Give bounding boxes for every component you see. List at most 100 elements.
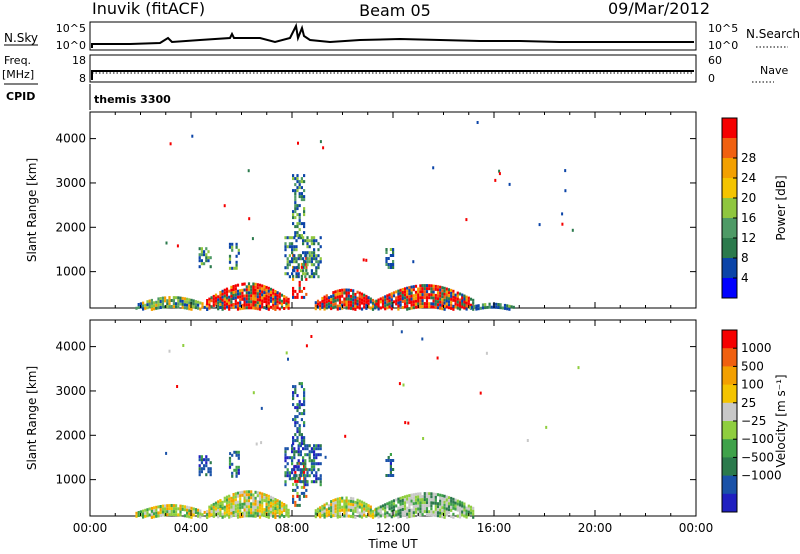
data-cell — [365, 303, 368, 307]
data-cell — [221, 512, 224, 516]
data-cell — [319, 257, 322, 261]
data-cell — [168, 504, 171, 508]
data-cell — [235, 266, 238, 270]
data-cell — [256, 301, 259, 305]
data-cell — [332, 303, 335, 307]
data-cell — [207, 259, 210, 263]
data-cell — [463, 294, 466, 298]
data-cell — [321, 305, 324, 309]
data-cell — [155, 514, 158, 518]
y-tick-label: 4000 — [55, 132, 86, 146]
data-cell — [212, 294, 215, 298]
data-cell — [207, 250, 210, 254]
data-cell — [354, 307, 357, 311]
data-cell — [236, 301, 240, 305]
data-cell — [288, 245, 291, 249]
data-cell — [291, 471, 294, 475]
data-cell — [385, 474, 388, 477]
data-cell — [304, 477, 307, 481]
data-cell — [292, 265, 295, 269]
data-cell — [389, 471, 392, 474]
data-cell — [214, 501, 218, 505]
data-cell — [188, 301, 191, 305]
data-cell — [292, 295, 295, 299]
data-cell — [284, 474, 287, 478]
data-cell — [296, 461, 299, 465]
data-cell — [434, 302, 437, 306]
data-cell — [212, 297, 215, 301]
data-cell — [261, 492, 264, 496]
data-cell — [306, 444, 309, 448]
data-cell — [186, 511, 189, 515]
data-cell — [381, 305, 385, 309]
data-cell — [375, 507, 378, 511]
data-cell — [164, 299, 167, 303]
colorbar-segment — [722, 366, 737, 386]
data-cell — [428, 501, 431, 505]
scatter-point — [508, 182, 511, 186]
data-cell — [439, 288, 442, 292]
data-cell — [481, 306, 485, 310]
data-cell — [445, 287, 448, 291]
colorbar-segment — [722, 278, 737, 299]
data-cell — [225, 305, 229, 309]
data-cell — [379, 306, 382, 310]
data-cell — [334, 302, 337, 306]
data-cell — [306, 242, 309, 246]
data-cell — [288, 254, 291, 258]
data-cell — [389, 263, 392, 266]
data-cell — [345, 508, 348, 512]
data-cell — [292, 394, 295, 398]
data-cell — [388, 302, 391, 306]
data-cell — [319, 245, 322, 249]
data-cell — [135, 514, 138, 518]
data-cell — [423, 302, 426, 306]
data-cell — [292, 274, 295, 278]
data-cell — [261, 495, 264, 499]
data-cell — [303, 491, 306, 495]
data-cell — [406, 497, 409, 501]
data-cell — [161, 296, 164, 300]
data-cell — [258, 289, 262, 293]
data-cell — [347, 514, 350, 518]
data-cell — [441, 506, 444, 510]
data-cell — [410, 297, 413, 301]
data-cell — [401, 297, 404, 300]
data-cell — [315, 260, 318, 264]
data-cell — [285, 507, 288, 511]
data-cell — [243, 297, 246, 301]
data-cell — [363, 507, 366, 511]
data-cell — [230, 303, 233, 307]
scatter-point — [322, 146, 325, 150]
data-cell — [356, 302, 359, 306]
data-cell — [319, 462, 322, 466]
data-cell — [310, 468, 313, 472]
data-cell — [349, 297, 353, 301]
data-cell — [472, 298, 475, 302]
data-cell — [461, 305, 464, 309]
data-cell — [408, 295, 411, 299]
data-cell — [200, 461, 203, 465]
data-region — [385, 453, 395, 477]
data-cell — [188, 506, 191, 510]
data-cell — [313, 453, 316, 457]
data-cell — [284, 242, 287, 246]
data-cell — [423, 495, 426, 499]
data-cell — [208, 511, 211, 515]
data-cell — [371, 515, 375, 519]
data-cell — [234, 302, 237, 306]
data-cell — [425, 293, 429, 297]
data-cell — [209, 473, 212, 477]
data-cell — [343, 303, 346, 307]
data-cell — [292, 277, 295, 281]
data-cell — [292, 482, 295, 486]
data-cell — [306, 483, 309, 487]
data-cell — [423, 504, 426, 508]
y-tick-label: 1000 — [55, 473, 86, 487]
data-cell — [315, 266, 318, 270]
data-cell — [210, 296, 213, 300]
data-cell — [168, 513, 171, 517]
data-cell — [367, 296, 370, 300]
colorbar-segment — [722, 178, 737, 199]
data-cell — [423, 498, 426, 502]
